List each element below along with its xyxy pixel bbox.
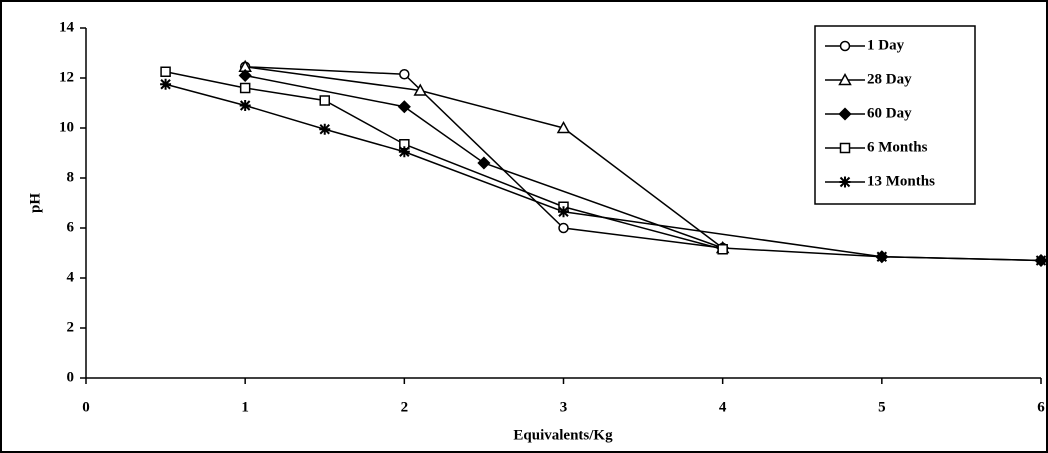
legend-label: 13 Months (867, 173, 935, 189)
point (717, 244, 728, 255)
point (398, 146, 410, 158)
y-tick-label: 12 (59, 69, 74, 85)
x-tick-label: 3 (560, 399, 568, 415)
legend-marker (839, 40, 851, 52)
legend-label: 6 Months (867, 139, 928, 155)
x-axis-label: Equivalents/Kg (513, 427, 613, 443)
point (238, 68, 252, 83)
y-tick-label: 14 (59, 19, 75, 35)
y-axis-label: pH (27, 193, 43, 213)
point (160, 78, 172, 90)
point (558, 206, 569, 218)
legend-label: 60 Day (867, 105, 912, 121)
legend-marker (839, 142, 851, 154)
x-tick-label: 2 (401, 399, 409, 415)
x-tick-label: 4 (719, 399, 727, 415)
legend-label: 1 Day (867, 37, 905, 53)
legend-marker (838, 72, 852, 86)
point (397, 100, 411, 114)
x-tick-label: 5 (878, 399, 886, 415)
point (239, 100, 251, 111)
x-tick-label: 0 (82, 399, 90, 415)
series-line (245, 66, 724, 249)
point (319, 123, 331, 135)
point (477, 156, 491, 170)
point (413, 83, 428, 96)
point (558, 222, 569, 234)
point (1035, 255, 1047, 266)
point (160, 66, 171, 77)
legend-label: 28 Day (867, 71, 912, 87)
point (876, 251, 888, 263)
point (239, 82, 251, 94)
point (556, 120, 571, 134)
legend-marker (838, 107, 852, 121)
series-line (245, 66, 723, 249)
y-tick-label: 4 (67, 269, 75, 285)
y-tick-label: 10 (59, 119, 74, 135)
legend-marker (839, 176, 851, 188)
point (399, 69, 410, 80)
y-tick-label: 2 (67, 319, 75, 335)
point (319, 95, 330, 106)
y-tick-label: 6 (67, 219, 75, 235)
x-tick-label: 6 (1037, 399, 1045, 415)
x-tick-label: 1 (241, 399, 249, 415)
y-tick-label: 0 (67, 369, 75, 385)
y-tick-label: 8 (67, 169, 75, 185)
series-line (165, 71, 723, 250)
